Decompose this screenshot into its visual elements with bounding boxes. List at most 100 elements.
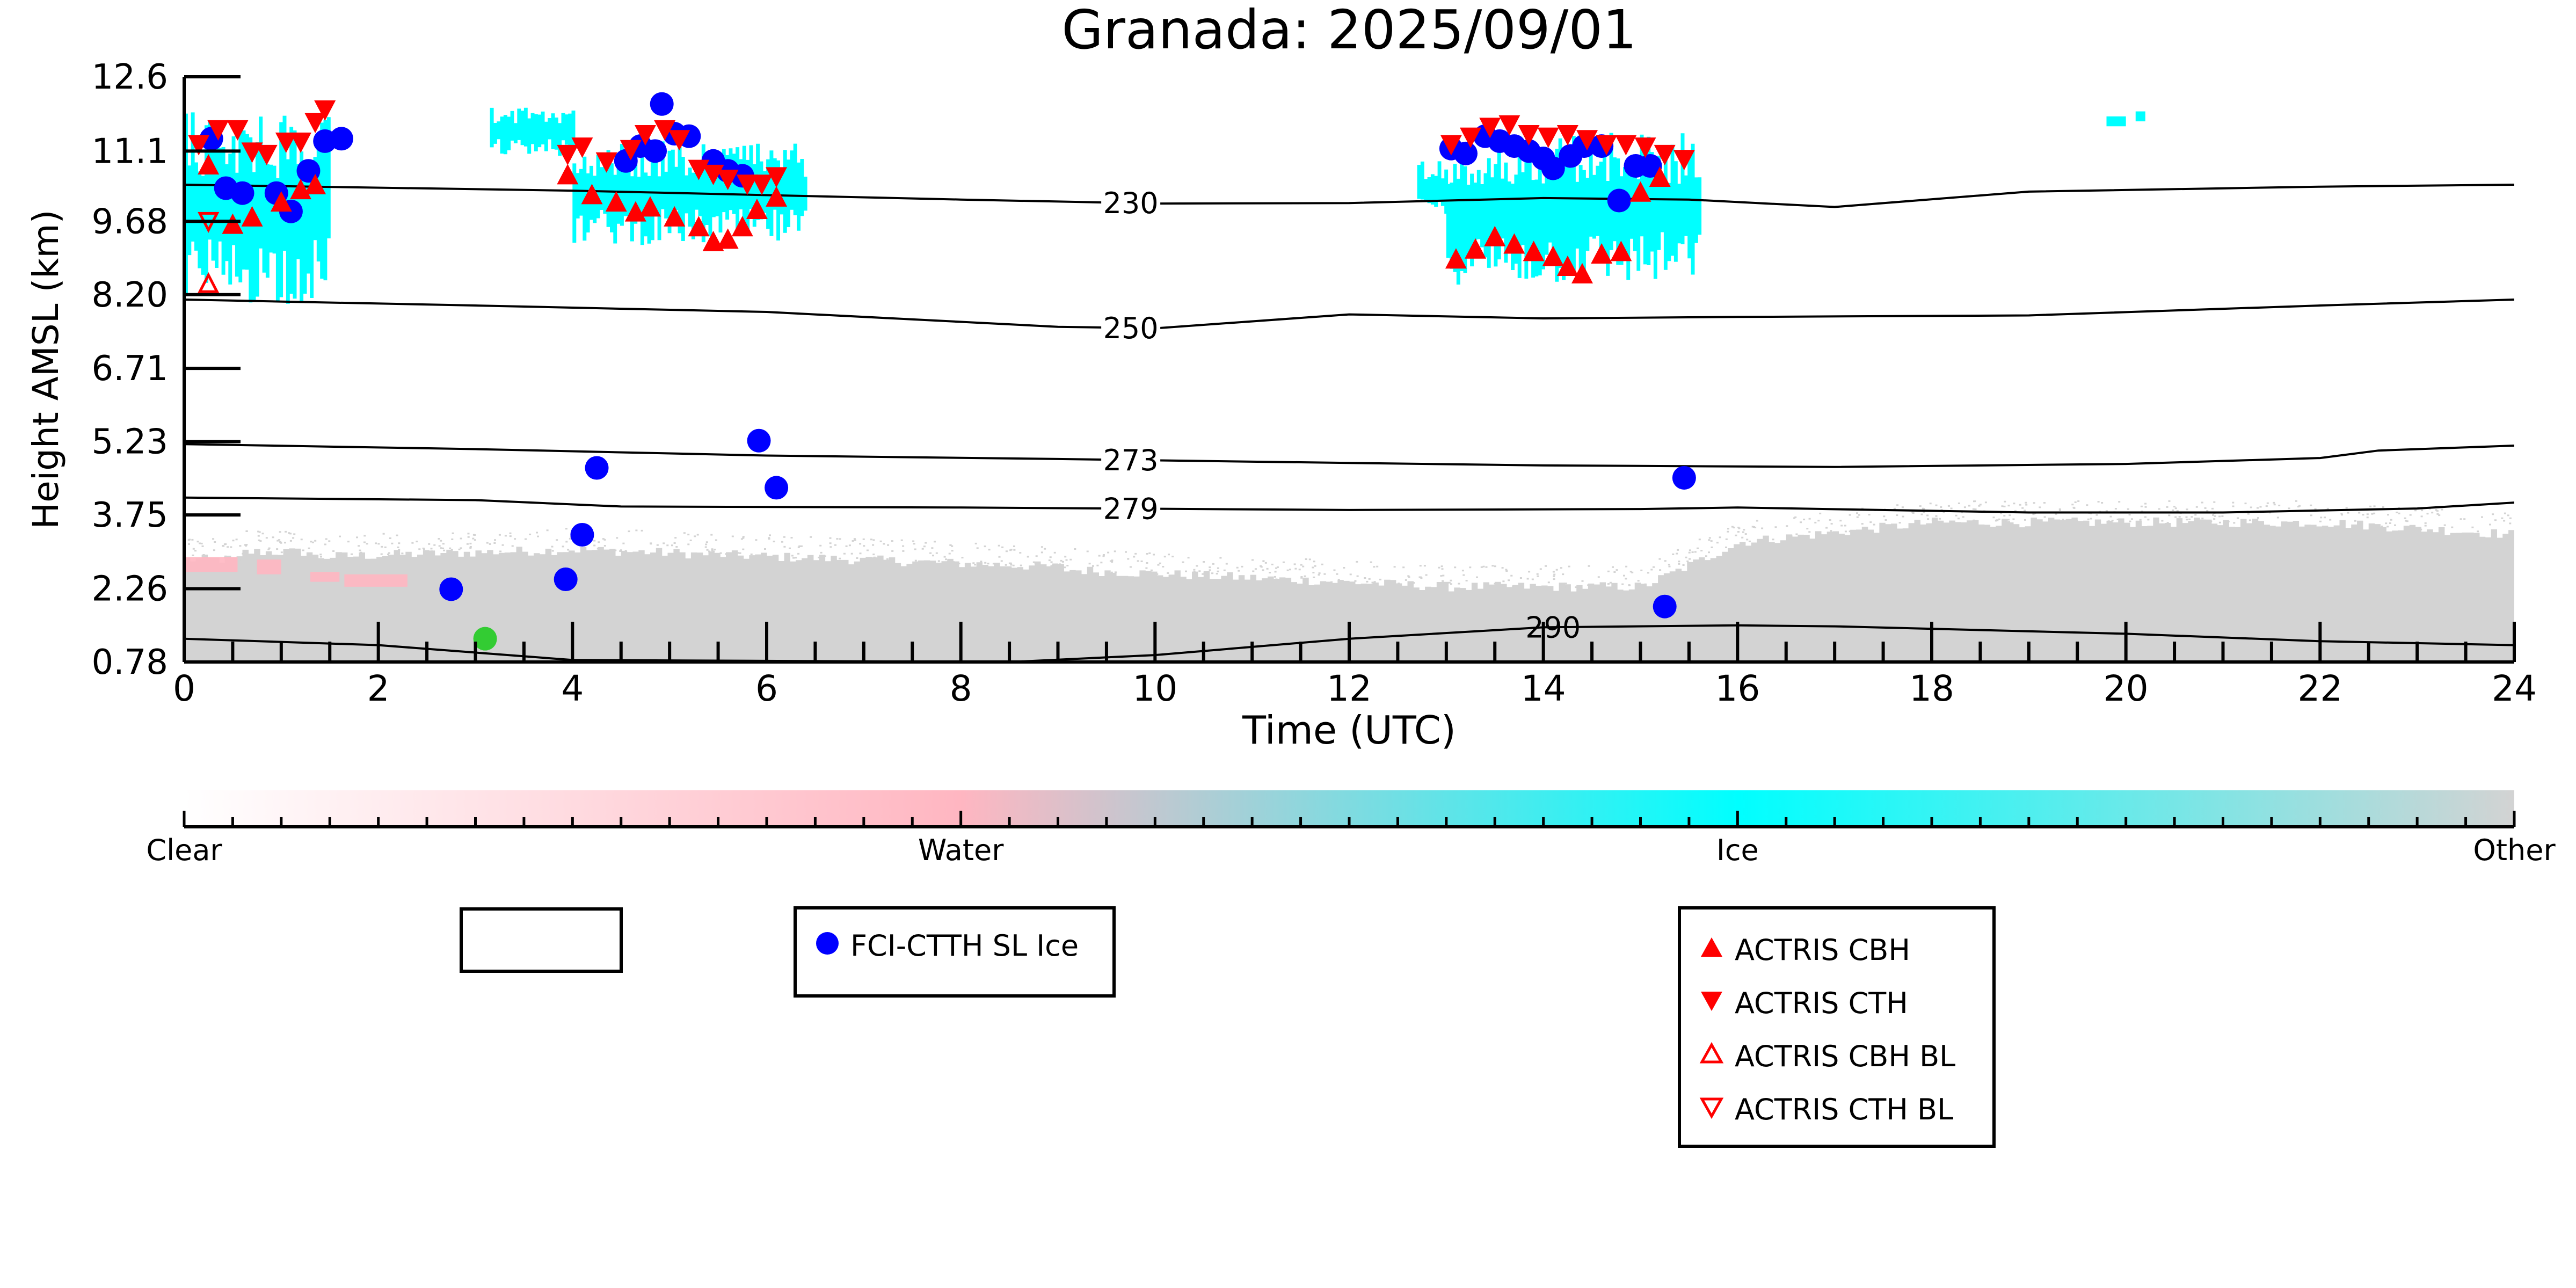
data-point xyxy=(198,154,220,174)
isotherm-line-230 xyxy=(184,184,2514,208)
legend-label: ACTRIS CTH BL xyxy=(1735,1093,1954,1126)
data-point xyxy=(222,213,244,234)
data-point xyxy=(1484,225,1506,246)
data-point xyxy=(1503,233,1525,254)
data-point xyxy=(620,140,642,161)
data-point xyxy=(1672,465,1696,490)
y-tick-label: 11.1 xyxy=(92,132,169,171)
data-point xyxy=(585,456,609,480)
data-point xyxy=(188,135,210,156)
other-region xyxy=(184,517,2514,662)
y-tick-label: 9.68 xyxy=(92,202,169,242)
data-point xyxy=(765,476,789,500)
legend-label: ACTRIS CTH xyxy=(1735,986,1908,1020)
ice-region xyxy=(184,107,2145,304)
legend-item: ACTRIS CTH BL xyxy=(1696,1093,1977,1126)
data-point xyxy=(731,216,753,237)
data-point xyxy=(304,173,326,194)
x-tick-label: 22 xyxy=(2297,668,2342,709)
water-region xyxy=(184,557,407,587)
filled-triangle-up-icon xyxy=(1696,933,1727,967)
data-point xyxy=(766,167,788,188)
data-point xyxy=(207,120,229,141)
data-point xyxy=(554,567,578,591)
data-point xyxy=(256,144,278,165)
data-point xyxy=(664,206,686,227)
data-point xyxy=(1629,181,1651,202)
series-actris-cbh xyxy=(198,154,1671,283)
chart-title: Granada: 2025/09/01 xyxy=(1061,0,1636,61)
data-point xyxy=(241,206,263,227)
y-tick-label: 6.71 xyxy=(92,349,169,389)
x-tick-label: 12 xyxy=(1327,668,1372,709)
legend-item: ACTRIS CBH xyxy=(1696,933,1977,967)
data-point xyxy=(1607,188,1631,213)
data-point xyxy=(1523,241,1545,261)
data-point xyxy=(1649,166,1671,187)
isotherm-label-bg xyxy=(1101,189,1161,217)
series-actris-cth xyxy=(188,100,1695,195)
data-point xyxy=(688,216,710,237)
x-tick-label: 18 xyxy=(1909,668,1954,709)
data-point xyxy=(639,196,661,217)
isotherm-label: 279 xyxy=(1103,492,1159,526)
data-point xyxy=(654,120,676,141)
x-axis-label: Time (UTC) xyxy=(1242,708,1456,753)
isotherm-label-bg xyxy=(1101,446,1161,474)
colorbar-ticks xyxy=(183,811,2516,827)
legend-label: FCI-CTTH SL Ice xyxy=(850,929,1079,963)
data-point xyxy=(1541,156,1565,180)
marker-layer xyxy=(188,92,1696,651)
x-tick-label: 6 xyxy=(755,668,778,709)
data-point xyxy=(304,112,326,133)
isotherm-label: 250 xyxy=(1103,311,1159,345)
data-point xyxy=(1638,154,1662,178)
blue-circle-icon xyxy=(812,929,843,963)
data-point xyxy=(227,120,249,141)
colorbar-label-water: Water xyxy=(918,833,1004,867)
data-point xyxy=(270,191,292,212)
data-point xyxy=(1596,135,1618,156)
data-point xyxy=(1542,245,1564,266)
series-fci-ctth-sl-ice xyxy=(199,92,1696,618)
data-point xyxy=(1445,248,1467,269)
data-point xyxy=(1454,141,1478,165)
x-tick-label: 2 xyxy=(367,668,390,709)
data-point xyxy=(751,174,773,195)
colorbar xyxy=(183,790,2516,828)
data-point xyxy=(290,132,311,153)
data-point xyxy=(717,170,739,191)
legend-fci: FCI-CTTH SL Ice xyxy=(794,906,1116,998)
y-tick-label: 3.75 xyxy=(92,496,169,535)
isotherm-label: 290 xyxy=(1525,610,1581,644)
isotherm-layer xyxy=(184,184,2514,662)
y-tick-label: 5.23 xyxy=(92,423,169,462)
data-point xyxy=(571,137,593,158)
data-point xyxy=(717,228,739,249)
data-point xyxy=(473,627,497,651)
data-point xyxy=(314,100,336,121)
data-point xyxy=(1498,115,1520,136)
colorbar-label-other: Other xyxy=(2473,833,2556,867)
legend-label: ACTRIS CBH BL xyxy=(1735,1039,1956,1073)
legend-actris: ACTRIS CBH ACTRIS CTH ACTRIS CBH BL ACTR… xyxy=(1678,906,1996,1148)
x-tick-label: 8 xyxy=(950,668,972,709)
data-point xyxy=(634,125,656,146)
data-point xyxy=(643,139,667,163)
colorbar-label-clear: Clear xyxy=(146,833,222,867)
isotherm-line-250 xyxy=(184,299,2514,330)
data-point xyxy=(1610,241,1632,261)
y-axis-label: Height AMSL (km) xyxy=(25,210,67,529)
data-point xyxy=(1615,135,1637,156)
isotherm-label-bg xyxy=(1101,494,1161,523)
data-point xyxy=(1440,135,1462,156)
data-point xyxy=(1673,150,1695,171)
data-point xyxy=(736,174,758,195)
data-point xyxy=(581,184,603,205)
data-point xyxy=(1556,256,1578,276)
legend-item: FCI-CTTH SL Ice xyxy=(812,929,1097,963)
filled-triangle-down-icon xyxy=(1696,986,1727,1020)
legend-empty xyxy=(460,907,623,973)
isotherm-line-279 xyxy=(184,496,2514,514)
